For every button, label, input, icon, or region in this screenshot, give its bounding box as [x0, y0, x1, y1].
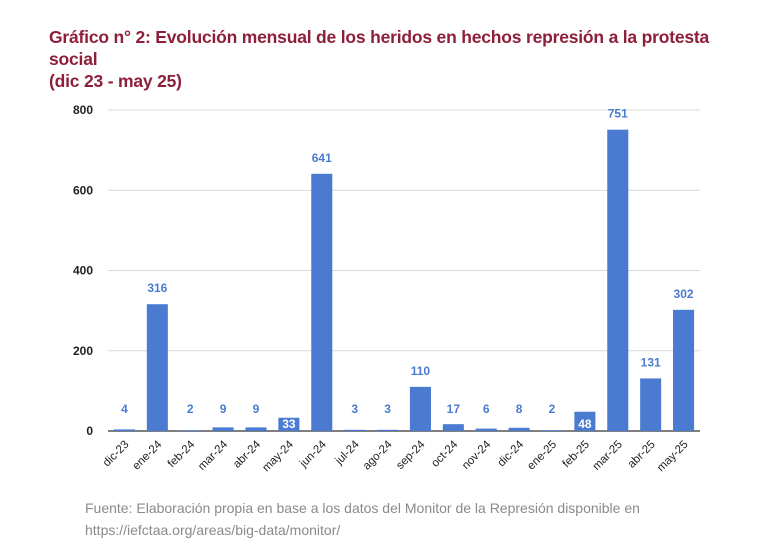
data-label: 131: [641, 355, 661, 369]
bar-may-24: [278, 417, 300, 431]
bar-jul-24: [344, 429, 366, 431]
bar-may-25: [673, 309, 695, 431]
x-tick-label: may-25: [655, 439, 691, 475]
data-label: 110: [411, 364, 431, 378]
bar-feb-25: [574, 411, 596, 431]
x-tick-label: dic-24: [496, 438, 527, 469]
data-label: 3: [351, 402, 358, 416]
bar-abr-24: [245, 427, 267, 431]
x-tick-label: abr-25: [626, 439, 658, 471]
bar-sep-24: [409, 386, 431, 431]
bar-dic-24: [508, 427, 530, 431]
source-note-line-2: https://iefctaa.org/areas/big-data/monit…: [85, 522, 341, 538]
data-label: 641: [312, 151, 332, 165]
x-tick-label: abr-24: [231, 438, 263, 470]
x-tick-label: jun-24: [297, 438, 329, 470]
data-label: 6: [483, 402, 490, 416]
bar-ene-24: [146, 304, 168, 431]
bar-chart: 0 200 400 600 800 4 dic-23 316 ene-24 2 feb-24 9 mar…: [73, 103, 700, 475]
chart-title-line-1: Gráfico n° 2: Evolución mensual de los h…: [49, 27, 710, 69]
x-tick-label: jul-24: [333, 438, 363, 468]
data-label: 4: [121, 402, 128, 416]
y-tick-label: 800: [73, 103, 93, 117]
x-tick-label: feb-25: [560, 439, 592, 471]
data-label: 17: [447, 402, 461, 416]
data-label: 3: [384, 402, 391, 416]
x-tick-label: feb-24: [166, 438, 198, 470]
x-tick-label: sep-24: [394, 438, 428, 472]
y-tick-label: 0: [86, 424, 93, 438]
data-label: 302: [674, 287, 694, 301]
chart-title-line-2: (dic 23 - may 25): [49, 71, 182, 91]
y-tick-label: 200: [73, 344, 93, 358]
data-label: 316: [147, 281, 167, 295]
bar-oct-24: [442, 424, 464, 431]
x-tick-label: mar-24: [196, 438, 231, 473]
x-tick-label: may-24: [260, 438, 296, 474]
bar-mar-24: [212, 427, 234, 431]
y-tick-label: 400: [73, 264, 93, 278]
x-tick-label: mar-25: [591, 439, 625, 473]
data-label: 2: [549, 402, 556, 416]
bar-nov-24: [475, 428, 497, 431]
data-label: 33: [282, 417, 296, 431]
data-label: 751: [608, 107, 628, 121]
data-label: 2: [187, 402, 194, 416]
data-label: 9: [220, 402, 227, 416]
bar-abr-25: [640, 378, 662, 431]
source-note: Fuente: Elaboración propia en base a los…: [85, 497, 725, 541]
bar-dic-23: [113, 429, 135, 431]
x-tick-label: dic-23: [101, 439, 132, 470]
x-tick-label: ene-24: [131, 438, 165, 472]
source-note-line-1: Fuente: Elaboración propia en base a los…: [85, 500, 640, 516]
chart-title: Gráfico n° 2: Evolución mensual de los h…: [49, 26, 739, 92]
data-label: 9: [253, 402, 260, 416]
x-tick-label: nov-24: [460, 438, 494, 472]
bar-mar-25: [607, 129, 629, 431]
bar-jun-24: [311, 173, 333, 431]
x-tick-label: oct-24: [429, 438, 461, 470]
data-label: 8: [516, 402, 523, 416]
bar-feb-24: [179, 430, 201, 431]
bar-ago-24: [377, 429, 399, 431]
x-tick-label: ago-24: [361, 438, 395, 472]
y-tick-label: 600: [73, 183, 93, 197]
data-label: 48: [578, 417, 592, 431]
bar-ene-25: [541, 430, 563, 431]
x-tick-label: ene-25: [525, 439, 559, 473]
